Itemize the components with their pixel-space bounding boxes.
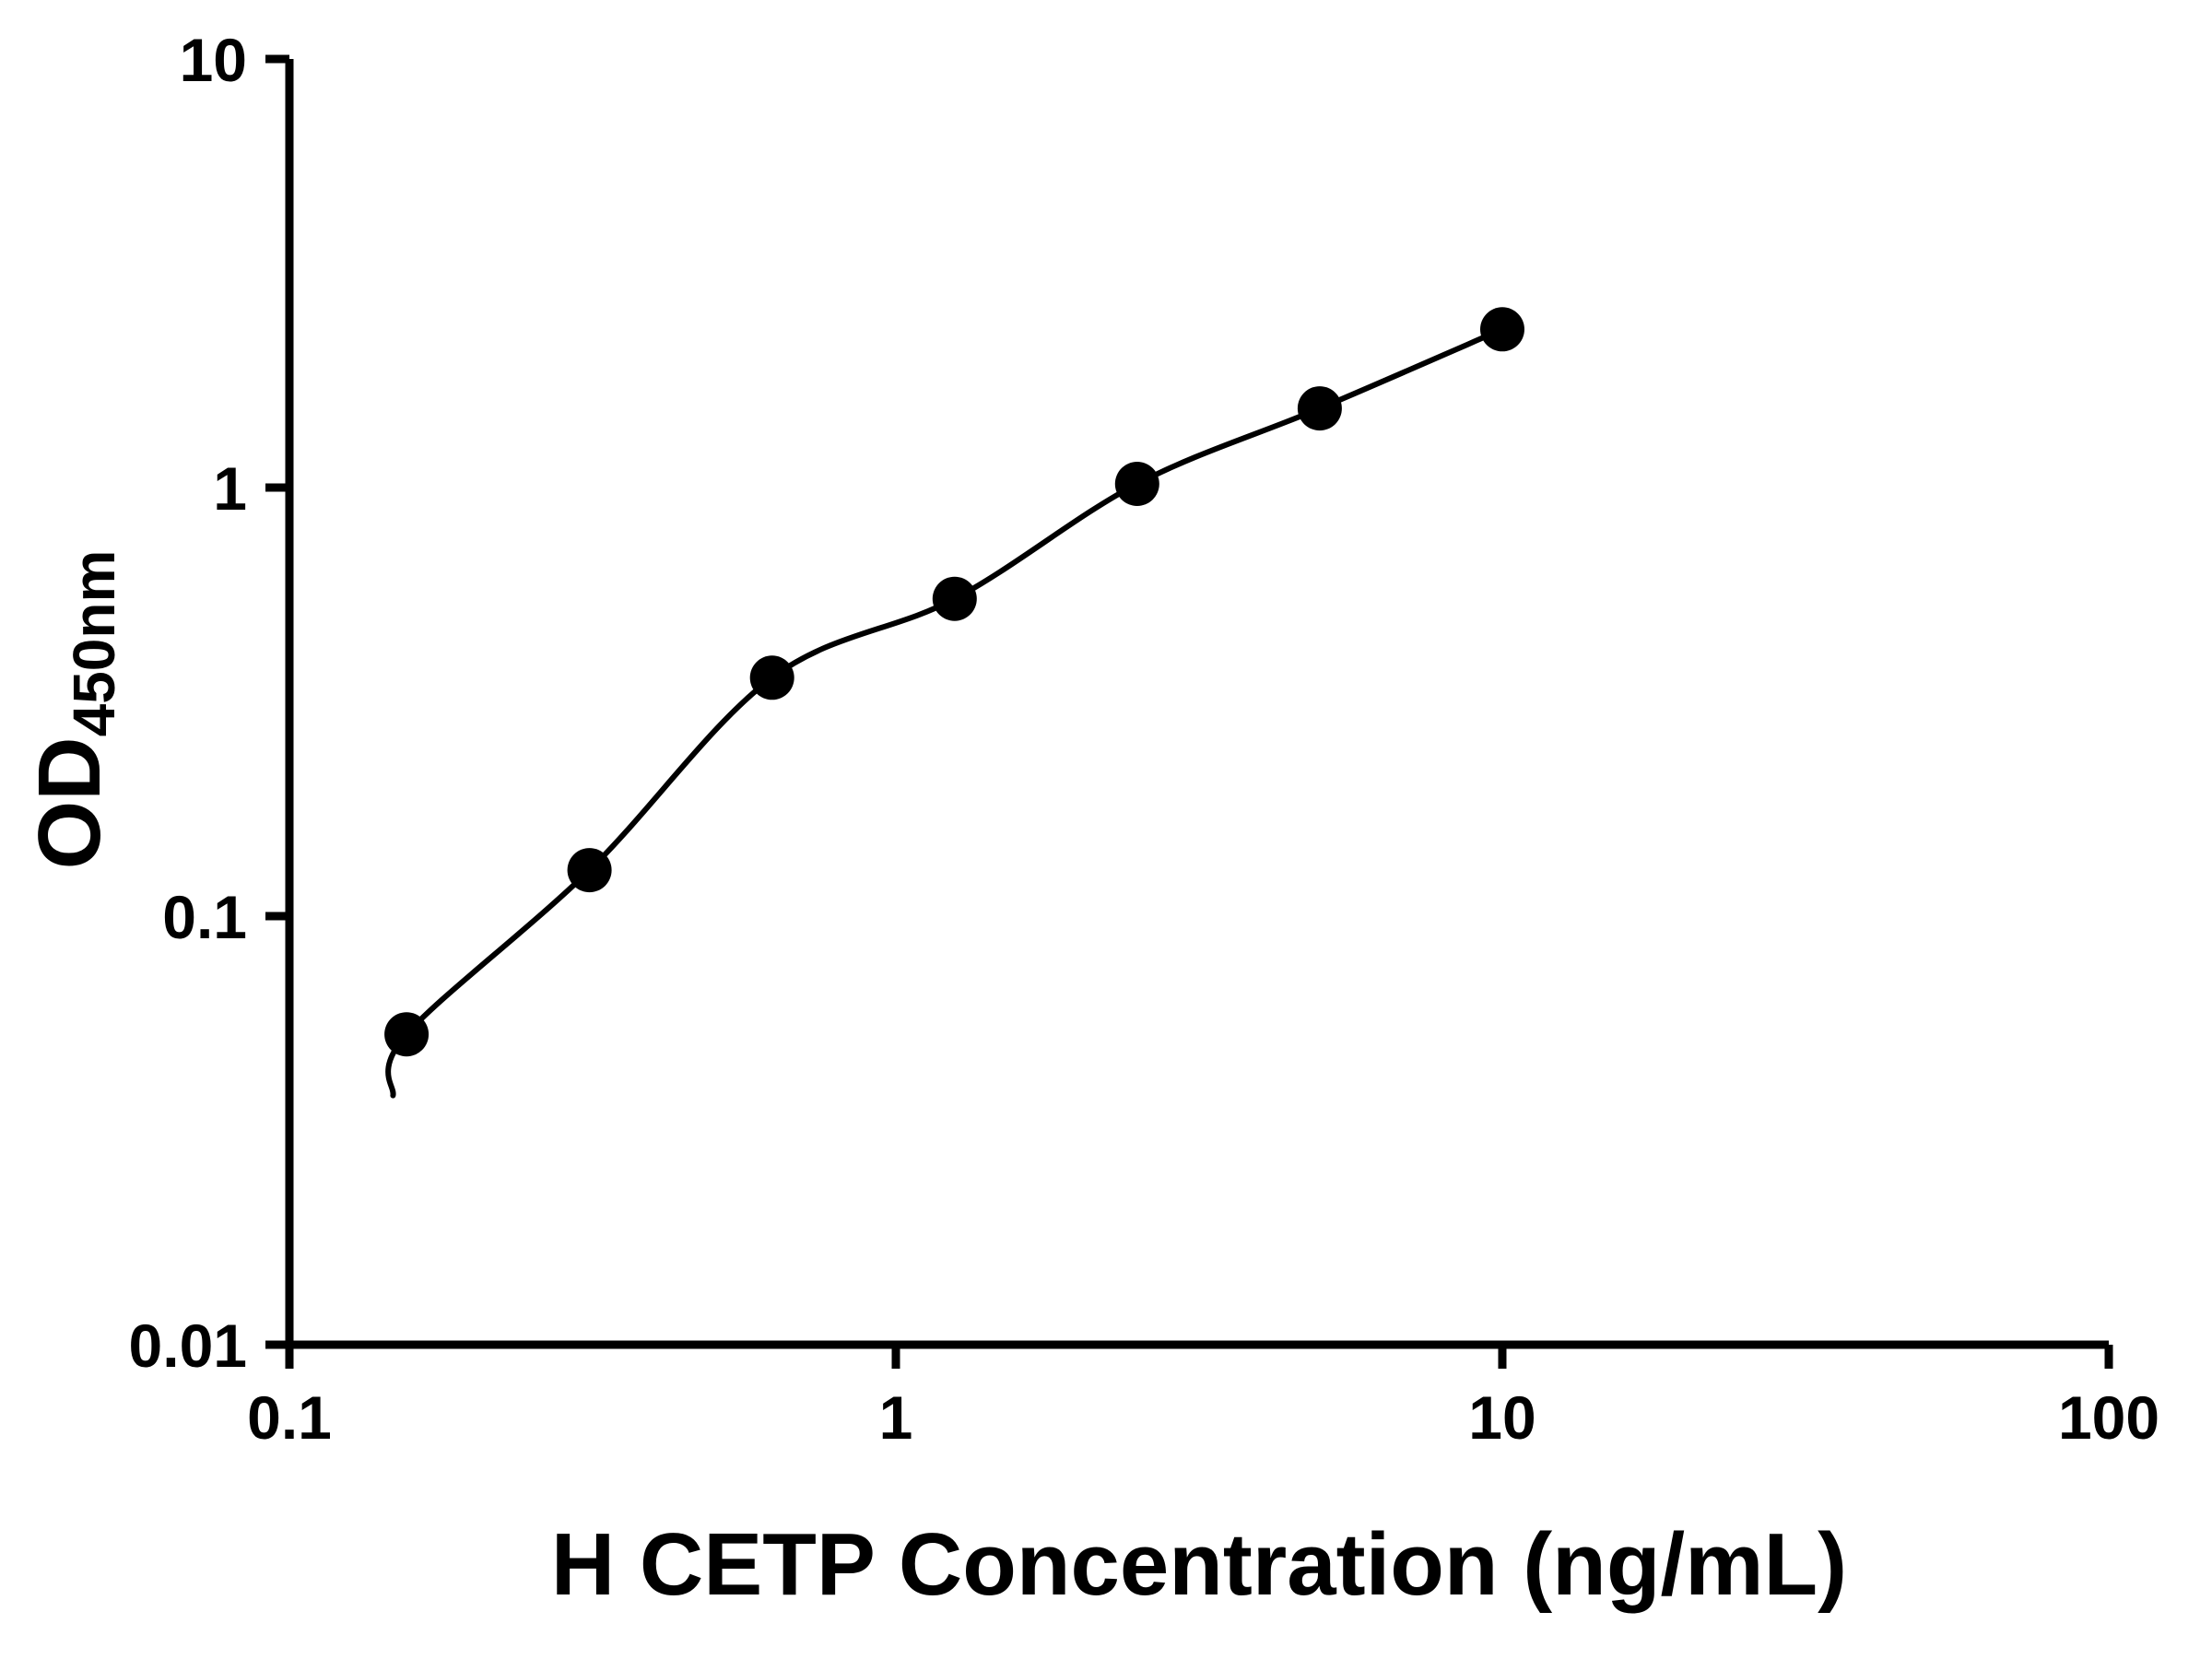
y-axis-title-main: OD: [20, 736, 119, 869]
data-point: [749, 655, 794, 700]
data-point: [567, 848, 612, 893]
axes: [285, 59, 2109, 1349]
x-tick-label: 0.1: [247, 1383, 332, 1452]
y-axis-title: OD450nm: [20, 550, 127, 870]
y-tick-label: 0.1: [162, 883, 247, 951]
data-point: [384, 1012, 429, 1057]
x-tick-label: 100: [2058, 1383, 2159, 1452]
data-point: [1297, 386, 1342, 431]
y-tick-label: 0.01: [129, 1312, 247, 1380]
y-tick-label: 10: [180, 26, 247, 94]
x-axis-title: H CETP Concentration (ng/mL): [551, 1515, 1847, 1614]
y-tick-label: 1: [213, 454, 247, 523]
y-axis-title-subscript: 450nm: [61, 550, 127, 737]
fit-curve: [385, 326, 1505, 1099]
data-point: [1114, 462, 1159, 506]
data-point: [932, 576, 977, 621]
x-tick-label: 1: [879, 1383, 913, 1452]
data-point: [1480, 307, 1524, 352]
x-tick-label: 10: [1468, 1383, 1535, 1452]
